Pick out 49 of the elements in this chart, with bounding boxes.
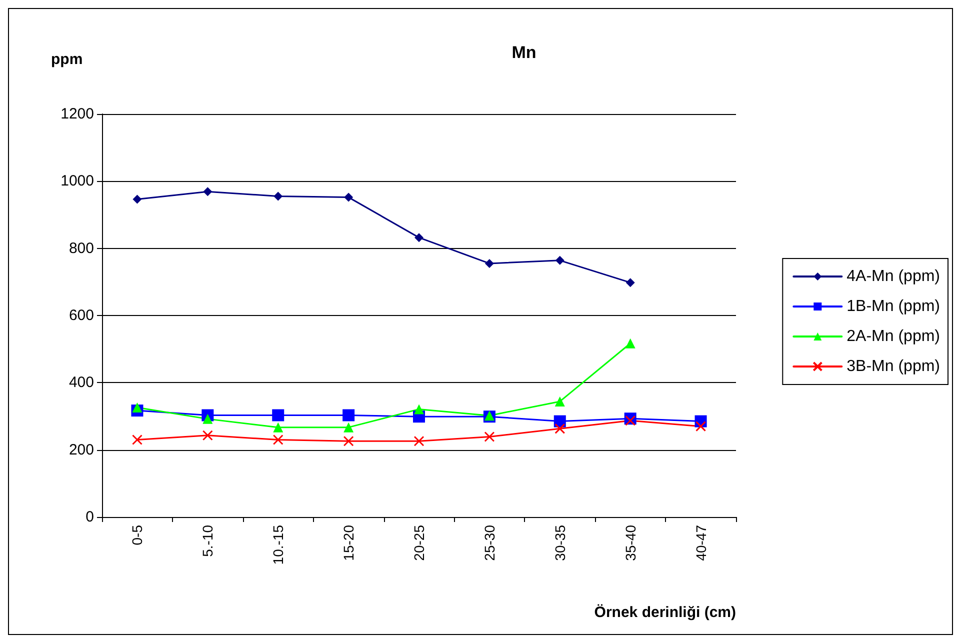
point xyxy=(342,409,355,422)
y-tick-label: 0 xyxy=(86,508,94,526)
y-axis-title: ppm xyxy=(51,51,83,68)
point xyxy=(555,256,564,265)
x-tick-label: 30-35 xyxy=(552,524,568,561)
y-tick-label: 400 xyxy=(68,374,94,392)
point xyxy=(484,258,494,268)
point xyxy=(132,402,142,413)
point xyxy=(414,436,424,446)
legend-label: 1B-Mn (ppm) xyxy=(846,298,940,315)
point xyxy=(272,434,284,446)
point xyxy=(414,233,424,242)
point xyxy=(132,194,142,204)
legend-label: 3B-Mn (ppm) xyxy=(846,358,940,375)
point xyxy=(273,422,284,432)
point xyxy=(626,278,635,288)
y-tick-label: 600 xyxy=(68,307,94,324)
point xyxy=(696,421,706,432)
point xyxy=(625,415,636,426)
legend-label: 2A-Mn (ppm) xyxy=(846,328,940,345)
chart-title: Mn xyxy=(512,43,536,62)
y-tick-label: 200 xyxy=(68,441,94,458)
x-tick-label: 20-25 xyxy=(411,524,427,561)
point xyxy=(203,187,212,196)
legend-label: 4A-Mn (ppm) xyxy=(846,268,940,285)
x-tick-label: 10.-15 xyxy=(270,524,286,565)
y-tick-label: 1000 xyxy=(60,172,94,190)
y-tick-label: 1200 xyxy=(60,106,94,122)
x-axis-title: Örnek derinliği (cm) xyxy=(594,604,736,621)
point xyxy=(274,192,283,201)
x-tick-label: 0-5 xyxy=(129,524,146,546)
point xyxy=(272,409,284,422)
point xyxy=(414,404,424,414)
point xyxy=(344,192,354,202)
point xyxy=(344,422,354,432)
x-tick-label: 40-47 xyxy=(692,524,709,561)
point xyxy=(202,414,213,424)
point xyxy=(202,430,213,441)
x-tick-label: 35-40 xyxy=(622,524,638,561)
point xyxy=(554,423,566,434)
x-tick-label: 15-20 xyxy=(340,524,357,561)
point xyxy=(484,431,495,442)
x-tick-label: 25-30 xyxy=(481,524,498,561)
point xyxy=(343,436,354,446)
point xyxy=(554,396,565,406)
point xyxy=(132,434,142,446)
point xyxy=(625,338,636,348)
x-tick-label: 5.-10 xyxy=(200,524,216,557)
y-tick-label: 800 xyxy=(68,240,94,257)
